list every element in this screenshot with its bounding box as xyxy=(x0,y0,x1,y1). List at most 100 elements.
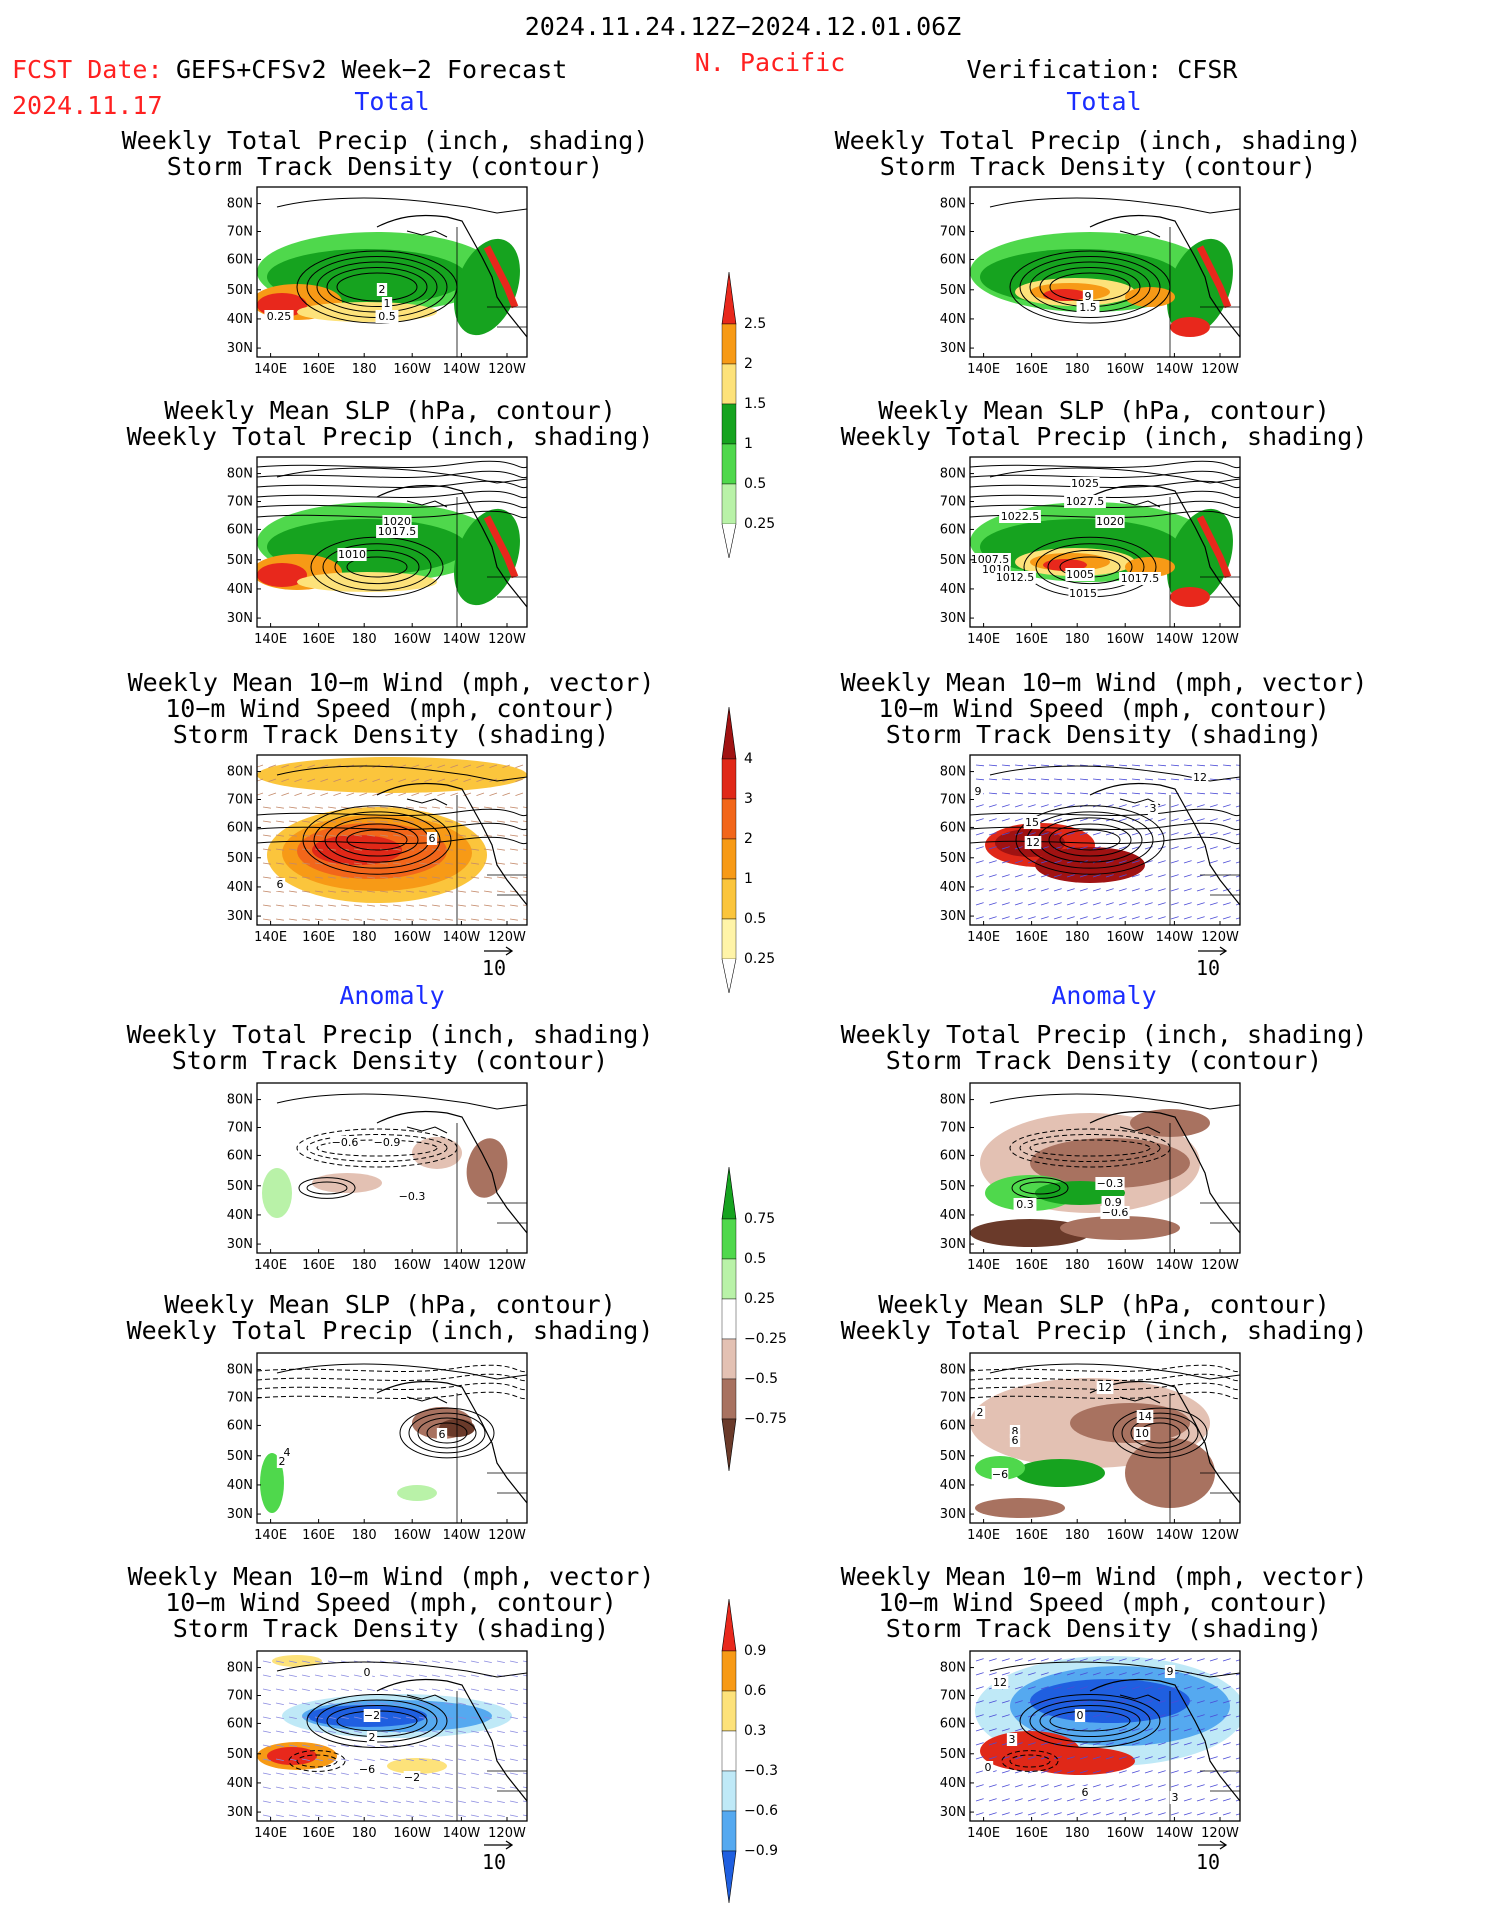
lat-tick-label: 60N xyxy=(940,252,966,267)
contour-label: 3 xyxy=(1009,1733,1016,1746)
panel-title: Weekly Mean SLP (hPa, contour) Weekly Tot… xyxy=(840,396,1368,451)
arrow-right-icon xyxy=(484,946,514,956)
lon-tick-label: 160E xyxy=(302,632,335,647)
lat-tick-label: 60N xyxy=(227,252,253,267)
lon-tick-label: 140W xyxy=(1156,1258,1194,1273)
lat-tick-label: 80N xyxy=(940,1363,966,1378)
lon-tick-label: 120W xyxy=(1201,1826,1239,1841)
contour-label: 1022.5 xyxy=(1001,510,1040,523)
lon-tick-label: 160E xyxy=(1015,1258,1048,1273)
contour-lines xyxy=(970,1363,1240,1523)
contour-label: 8 xyxy=(1012,1425,1019,1438)
lat-tick-label: 70N xyxy=(227,1391,253,1406)
lat-tick-label: 40N xyxy=(940,1776,966,1791)
lat-tick-label: 30N xyxy=(227,1237,253,1252)
lat-tick-label: 80N xyxy=(227,1661,253,1676)
lon-tick-label: 160E xyxy=(1015,930,1048,945)
contour-label: 12 xyxy=(1026,836,1040,849)
lat-tick-label: 30N xyxy=(227,341,253,356)
contour-label: −2 xyxy=(364,1709,380,1722)
colorbar-label: 3 xyxy=(744,791,753,807)
colorbar-label: −0.9 xyxy=(744,1843,778,1859)
colorbar-swatch xyxy=(721,1258,737,1300)
contour-label: 1015 xyxy=(1069,587,1097,600)
lon-tick-label: 180 xyxy=(1065,1258,1090,1273)
contour-lines xyxy=(276,1093,527,1253)
lon-tick-label: 160E xyxy=(302,1528,335,1543)
lon-tick-label: 160E xyxy=(1015,362,1048,377)
arrow-right-icon xyxy=(1198,1840,1228,1850)
colorbar-swatch xyxy=(721,706,737,760)
contour-label: 1 xyxy=(384,297,391,310)
lat-tick-label: 30N xyxy=(940,909,966,924)
lon-tick-label: 160E xyxy=(302,362,335,377)
lat-tick-label: 70N xyxy=(940,1121,966,1136)
colorbar-label: 0.25 xyxy=(744,1291,775,1307)
panel-title: Weekly Total Precip (inch, shading) Storm… xyxy=(834,126,1362,181)
lat-tick-label: 70N xyxy=(227,1689,253,1704)
colorbar-label: 0.5 xyxy=(744,1251,766,1267)
lat-tick-label: 60N xyxy=(940,1418,966,1433)
lon-tick-label: 180 xyxy=(1065,632,1090,647)
contour-label: 12 xyxy=(1193,771,1207,784)
section-anomaly-left: Anomaly xyxy=(339,981,445,1010)
contour-label: −2 xyxy=(404,1771,420,1784)
lat-tick-label: 60N xyxy=(227,1418,253,1433)
lat-tick-label: 60N xyxy=(940,820,966,835)
contour-label: −6 xyxy=(992,1468,1008,1481)
lon-tick-label: 120W xyxy=(488,362,526,377)
lat-tick-label: 60N xyxy=(227,1716,253,1731)
lat-tick-label: 80N xyxy=(227,765,253,780)
lon-tick-label: 140E xyxy=(967,1826,1000,1841)
lon-tick-label: 120W xyxy=(1201,1528,1239,1543)
lat-tick-label: 70N xyxy=(227,495,253,510)
lat-tick-label: 50N xyxy=(940,851,966,866)
lat-tick-label: 50N xyxy=(940,283,966,298)
colorbar-storm-density-anom: 0.9 0.6 0.3 −0.3 −0.6 −0.9 xyxy=(721,1597,812,1904)
lon-tick-label: 180 xyxy=(352,632,377,647)
colorbar-label: 1.5 xyxy=(744,396,766,412)
lon-tick-label: 140W xyxy=(443,930,481,945)
lat-tick-label: 50N xyxy=(940,553,966,568)
lon-tick-label: 160W xyxy=(393,1528,431,1543)
lat-tick-label: 70N xyxy=(940,1689,966,1704)
lat-tick-label: 40N xyxy=(227,1478,253,1493)
lat-tick-label: 40N xyxy=(227,582,253,597)
panel-title: Weekly Mean 10−m Wind (mph, vector) 10−m … xyxy=(127,668,655,749)
lat-tick-label: 50N xyxy=(940,1449,966,1464)
lon-tick-label: 160W xyxy=(393,1826,431,1841)
contour-label: 2 xyxy=(369,1731,376,1744)
contour-label: 1.5 xyxy=(1079,301,1097,314)
colorbar-swatch xyxy=(721,1850,737,1904)
lon-tick-label: 180 xyxy=(352,930,377,945)
colorbar-label: 1 xyxy=(744,871,753,887)
panel-title: Weekly Mean 10−m Wind (mph, vector) 10−m … xyxy=(127,1562,655,1643)
contour-label: 1020 xyxy=(383,515,411,528)
lon-tick-label: 140E xyxy=(254,362,287,377)
contour-label: 12 xyxy=(993,1676,1007,1689)
colorbar-label: 2 xyxy=(744,831,753,847)
lat-tick-label: 40N xyxy=(940,880,966,895)
lon-tick-label: 140W xyxy=(1156,1826,1194,1841)
lon-tick-label: 160E xyxy=(1015,632,1048,647)
lon-tick-label: 160W xyxy=(1106,362,1144,377)
lat-tick-label: 30N xyxy=(940,341,966,356)
lat-tick-label: 30N xyxy=(940,1507,966,1522)
panel-title: Weekly Mean SLP (hPa, contour) Weekly Tot… xyxy=(126,396,654,451)
lat-tick-label: 80N xyxy=(940,197,966,212)
contour-label: 1005 xyxy=(1066,568,1094,581)
lat-tick-label: 60N xyxy=(227,522,253,537)
vector-reference: 10 xyxy=(1196,946,1230,980)
lon-tick-label: 120W xyxy=(488,1826,526,1841)
colorbar-swatch xyxy=(721,958,737,994)
colorbar-label: −0.25 xyxy=(744,1331,787,1347)
contour-label: 2 xyxy=(279,1455,286,1468)
contour-label: 10 xyxy=(1135,1427,1149,1440)
lat-tick-label: 60N xyxy=(227,820,253,835)
colorbar-swatch xyxy=(721,1298,737,1340)
map-field: −0.3 0.3 −0.60.9 xyxy=(970,1083,1240,1253)
colorbar-label: 0.9 xyxy=(744,1643,766,1659)
contour-lines xyxy=(989,1661,1240,1821)
contour-label: 1025 xyxy=(1071,477,1099,490)
